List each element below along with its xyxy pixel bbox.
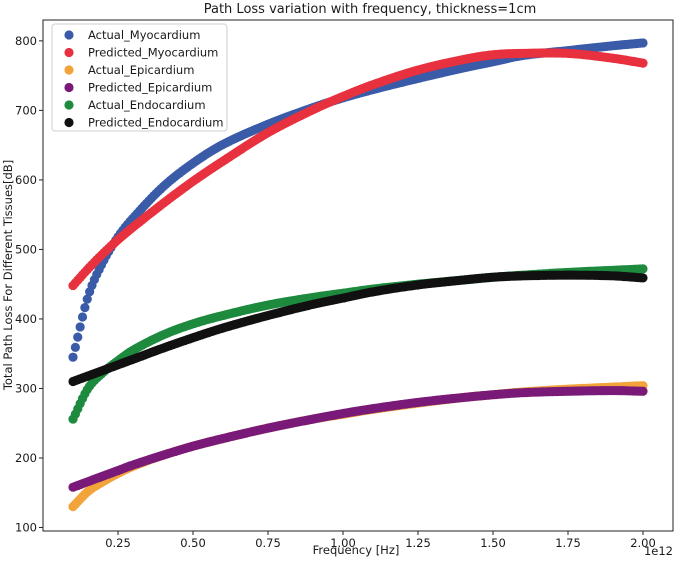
data-point — [638, 273, 648, 283]
data-point — [75, 322, 85, 332]
data-point — [70, 342, 80, 352]
series-actual-epicardium — [68, 381, 648, 512]
legend-label: Predicted_Epicardium — [88, 81, 212, 95]
data-point — [638, 386, 648, 396]
plot-frame — [42, 19, 674, 532]
data-point — [82, 294, 92, 304]
chart-title: Path Loss variation with frequency, thic… — [204, 2, 537, 17]
x-axis-offset-label: 1e12 — [644, 544, 673, 558]
data-point — [638, 264, 648, 274]
y-axis-label: Total Path Loss For Different Tissues[dB… — [1, 160, 15, 391]
series-predicted-epicardium — [68, 385, 648, 492]
legend-label: Predicted_Endocardium — [88, 116, 224, 130]
x-tick-label: 2.00 — [630, 536, 656, 550]
x-tick-label: 1.25 — [405, 536, 431, 550]
data-point — [80, 303, 90, 313]
y-tick-label: 300 — [15, 381, 37, 395]
data-point — [638, 38, 648, 48]
data-point — [77, 312, 88, 322]
legend-marker — [64, 30, 74, 40]
y-tick-label: 200 — [15, 451, 37, 465]
y-tick-label: 600 — [15, 173, 37, 187]
legend-label: Actual_Epicardium — [88, 63, 194, 77]
legend-marker — [64, 117, 74, 128]
y-tick-label: 500 — [15, 242, 37, 256]
x-tick-label: 0.50 — [180, 536, 206, 550]
series-layer — [68, 38, 648, 512]
x-tick-label: 1.75 — [555, 536, 581, 550]
x-tick-label: 0.75 — [255, 536, 281, 550]
legend-label: Actual_Myocardium — [88, 28, 200, 42]
series-predicted-myocardium — [68, 48, 648, 291]
data-point — [68, 352, 78, 362]
data-point — [73, 332, 83, 342]
y-tick-label: 100 — [15, 521, 37, 535]
data-point — [638, 58, 648, 68]
legend-label: Predicted_Myocardium — [88, 46, 218, 60]
series-actual-endocardium — [68, 264, 648, 424]
legend-label: Actual_Endocardium — [88, 98, 206, 112]
y-tick-label: 400 — [15, 312, 37, 326]
y-tick-label: 800 — [15, 34, 37, 48]
x-axis: 0.25 0.50 0.75 1.00 1.25 1.50 1.75 2.00 — [105, 531, 656, 550]
legend-marker — [64, 82, 74, 93]
x-tick-label: 1.50 — [480, 536, 506, 550]
x-axis-label: Frequency [Hz] — [313, 543, 400, 557]
legend: Actual_Myocardium Predicted_Myocardium Act… — [51, 23, 228, 132]
series-predicted-endocardium — [68, 270, 648, 387]
y-axis: 100 200 300 400 500 600 700 800 — [15, 34, 43, 535]
x-tick-label: 1.00 — [330, 536, 356, 550]
x-tick-label: 0.25 — [105, 536, 131, 550]
legend-box — [51, 23, 228, 132]
y-tick-label: 700 — [15, 103, 37, 117]
legend-marker — [64, 47, 74, 58]
legend-marker — [64, 65, 74, 75]
legend-marker — [64, 100, 74, 110]
